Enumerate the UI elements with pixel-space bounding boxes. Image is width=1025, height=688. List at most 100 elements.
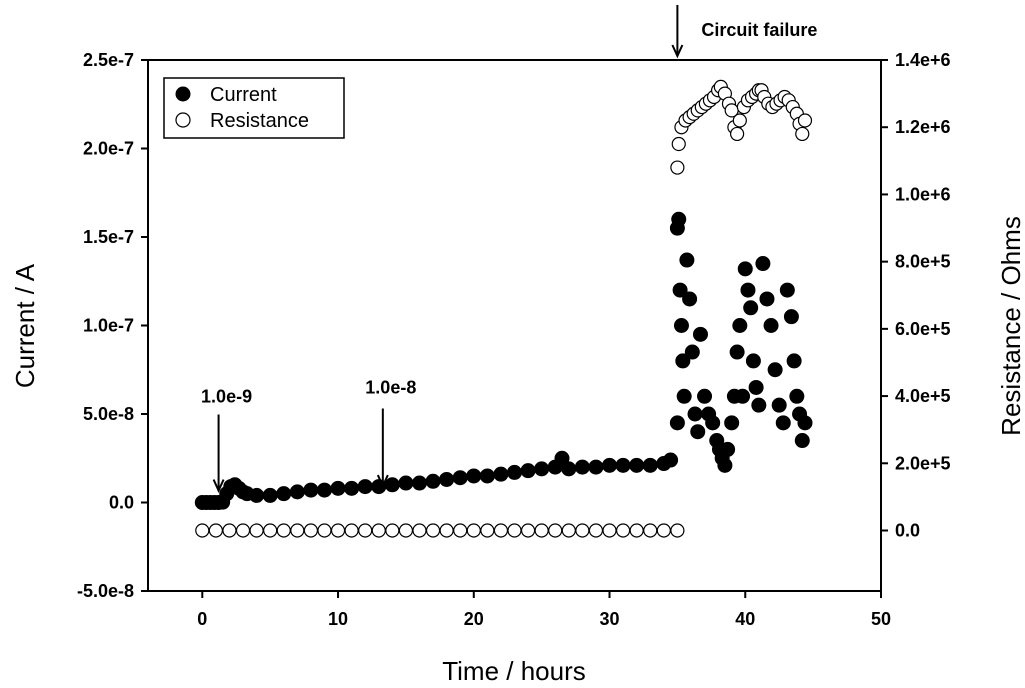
resistance-point — [548, 523, 563, 538]
current-point — [602, 457, 618, 473]
current-point — [724, 415, 740, 431]
resistance-point — [398, 523, 414, 538]
current-point — [493, 466, 509, 482]
current-point — [466, 468, 482, 484]
y-tick-label: 2.0e-7 — [83, 139, 134, 159]
resistance-point — [732, 113, 747, 128]
current-point — [675, 353, 691, 369]
resistance-point — [235, 523, 251, 538]
current-point — [452, 470, 468, 486]
y2-tick-label: 6.0e+5 — [895, 319, 951, 339]
resistance-point — [317, 523, 332, 538]
y-axis-title: Current / A — [10, 263, 40, 388]
current-point — [574, 459, 590, 475]
current-point — [794, 433, 810, 449]
current-point — [344, 480, 360, 496]
resistance-point — [615, 523, 631, 538]
resistance-point — [439, 523, 454, 538]
resistance-point — [208, 523, 223, 538]
x-tick-label: 20 — [464, 609, 484, 629]
y2-tick-label: 0.0 — [895, 521, 920, 541]
resistance-point — [330, 523, 346, 538]
arrow-1e-8-head — [376, 474, 389, 489]
y-tick-label: 1.0e-7 — [83, 316, 134, 336]
legend-marker-current — [175, 86, 191, 102]
current-point — [671, 211, 687, 227]
y2-tick-label: 8.0e+5 — [895, 252, 951, 272]
resistance-point — [290, 523, 305, 538]
resistance-point — [303, 523, 318, 538]
x-axis-title: Time / hours — [442, 656, 586, 686]
current-point — [316, 482, 332, 498]
current-point — [425, 473, 441, 489]
y2-axis-ticks: 0.0 2.0e+5 4.0e+5 6.0e+5 8.0e+5 1.0e+6 1.2e+6 1… — [881, 50, 951, 541]
current-point — [534, 461, 550, 477]
current-point — [759, 291, 775, 307]
y2-axis-title: Resistance / Ohms — [996, 216, 1025, 436]
legend: Current Resistance — [163, 77, 345, 139]
current-point — [676, 388, 692, 404]
current-point — [692, 326, 708, 342]
current-point — [748, 379, 764, 395]
legend-label-current: Current — [210, 84, 277, 106]
current-point — [289, 484, 305, 500]
current-point — [303, 482, 319, 498]
y-tick-label: 5.0e-8 — [83, 404, 134, 424]
current-point — [705, 415, 721, 431]
resistance-point — [561, 523, 576, 538]
resistance-point — [480, 523, 495, 538]
current-point — [411, 475, 427, 491]
resistance-point — [507, 523, 522, 538]
x-tick-label: 50 — [871, 609, 891, 629]
current-point — [682, 291, 698, 307]
resistance-point — [412, 523, 427, 538]
current-point — [398, 475, 414, 491]
annotations: 1.0e-9 1.0e-8 Circuit failure — [201, 5, 817, 493]
current-point — [629, 457, 645, 473]
current-point — [751, 397, 767, 413]
annotation-arrows — [212, 5, 684, 493]
resistance-point — [730, 126, 745, 142]
current-point — [507, 464, 522, 480]
resistance-point — [385, 523, 400, 538]
current-point — [439, 471, 455, 487]
y2-tick-label: 1.0e+6 — [895, 184, 951, 204]
current-point — [697, 388, 713, 404]
resistance-point — [670, 160, 685, 175]
resistance-point — [520, 523, 536, 538]
y2-tick-label: 2.0e+5 — [895, 453, 951, 473]
resistance-point — [276, 523, 291, 538]
series-current — [194, 211, 813, 510]
current-point — [357, 479, 373, 495]
current-point — [783, 309, 799, 325]
y2-tick-label: 1.4e+6 — [895, 50, 951, 70]
current-point — [249, 487, 265, 503]
current-point — [797, 415, 813, 431]
legend-marker-resistance — [175, 112, 191, 128]
resistance-point — [588, 523, 604, 538]
resistance-point — [602, 523, 617, 538]
resistance-point — [795, 126, 810, 142]
current-point — [384, 477, 400, 493]
current-point — [717, 457, 733, 473]
y-tick-label: 0.0 — [109, 493, 134, 513]
resistance-point — [358, 523, 373, 538]
annotation-label-1e-9: 1.0e-9 — [201, 387, 252, 407]
arrow-circuit-failure-head — [671, 44, 684, 59]
x-tick-label: 30 — [600, 609, 620, 629]
resistance-point — [643, 523, 658, 538]
resistance-point — [371, 523, 386, 538]
current-point — [679, 252, 695, 268]
current-point — [554, 450, 570, 466]
current-point — [720, 441, 736, 457]
current-point — [732, 318, 748, 333]
resistance-point — [670, 523, 685, 538]
x-tick-label: 0 — [197, 609, 207, 629]
resistance-point — [466, 523, 481, 538]
resistance-point — [534, 523, 549, 538]
current-point — [276, 486, 292, 502]
current-point — [743, 300, 759, 316]
legend-box — [163, 77, 345, 139]
resistance-point — [344, 523, 359, 538]
current-point — [642, 457, 658, 473]
